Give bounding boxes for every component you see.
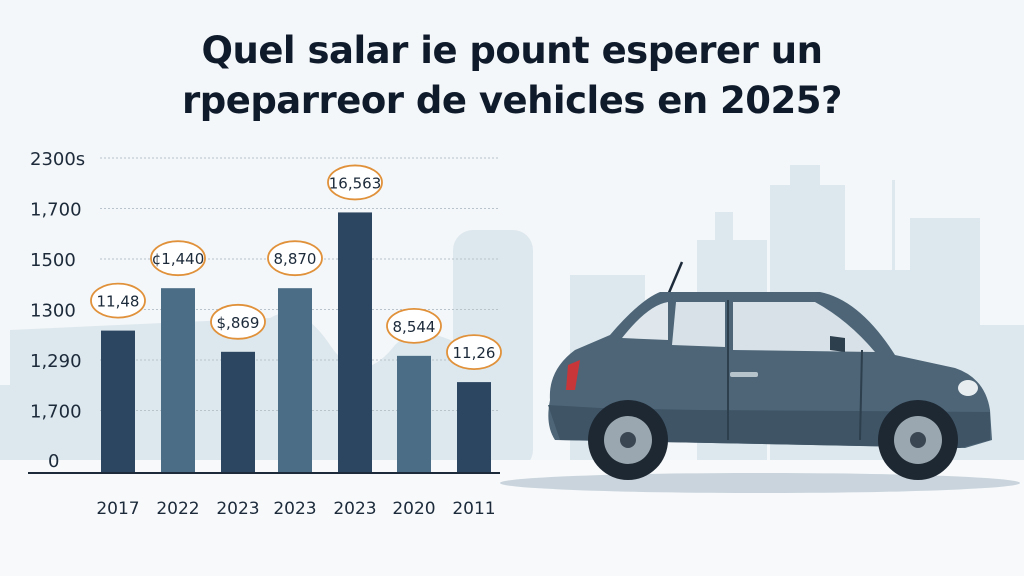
data-label: ¢1,440: [152, 250, 205, 268]
y-tick-label: 0: [48, 451, 59, 472]
y-tick-label: 1500: [30, 250, 76, 271]
data-label-bubble: [386, 307, 442, 344]
title-line-2: rpeparreor de vehicles en 2025?: [182, 79, 843, 122]
data-label-bubble: [210, 303, 266, 340]
bar: [101, 330, 135, 472]
x-tick-label: 2011: [452, 499, 495, 519]
data-label-bubble: [150, 240, 206, 277]
x-tick-label: 2017: [96, 499, 139, 519]
bar: [278, 288, 312, 472]
bars: [101, 212, 491, 472]
x-tick-label: 2023: [273, 499, 316, 519]
y-tick-label: 1,700: [30, 199, 82, 220]
data-label: 8,544: [393, 318, 436, 336]
data-label: 11,26: [453, 344, 496, 362]
y-tick-label: 1300: [30, 300, 76, 321]
bar: [457, 382, 491, 472]
title-line-1: Quel salar ie pount esperer un: [201, 29, 823, 72]
data-label-bubble: [327, 164, 383, 201]
bar: [161, 288, 195, 472]
x-tick-label: 2023: [216, 499, 259, 519]
data-label-bubble: [446, 334, 502, 371]
car-illustration: [548, 261, 992, 480]
data-labels: 11,48 ¢1,440 $,869 8,870 16,563 8,544 11,26: [90, 164, 502, 371]
x-tick-label: 2022: [156, 499, 199, 519]
data-label: $,869: [217, 314, 260, 332]
car-shadow: [500, 473, 1020, 493]
x-tick-label: 2023: [333, 499, 376, 519]
data-label-bubble: [267, 240, 323, 277]
data-label: 16,563: [329, 174, 382, 192]
bar: [221, 351, 255, 472]
data-label-bubble: [90, 282, 146, 319]
y-tick-label: 2300s: [30, 149, 85, 170]
data-label: 11,48: [97, 293, 140, 311]
x-axis-ticks: 2017 2022 2023 2023 2023 2020 2011: [96, 499, 495, 519]
bar: [397, 355, 431, 472]
y-tick-label: 1,290: [30, 351, 82, 372]
data-label: 8,870: [274, 250, 317, 268]
x-tick-label: 2020: [392, 499, 435, 519]
chart-title: Quel salar ie pount esperer un rpeparreo…: [0, 26, 1024, 126]
y-tick-label: 1,700: [30, 401, 82, 422]
y-axis-ticks: 0 1,700 1,290 1300 1500 1,700 2300s: [30, 149, 85, 472]
bar: [338, 212, 372, 472]
